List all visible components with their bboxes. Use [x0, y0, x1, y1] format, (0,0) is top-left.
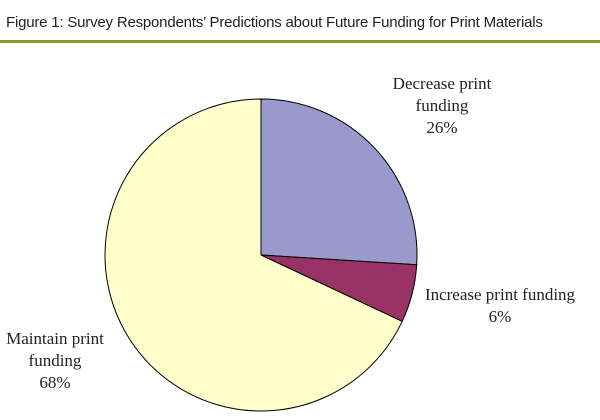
pie-slice-2 [104, 98, 403, 412]
slice-percent-label: 26% [426, 118, 457, 137]
slice-name-label: Decrease print [393, 74, 492, 93]
slice-name-label: Increase print funding [425, 285, 576, 304]
slice-label-2: Maintain print funding 68% [6, 329, 104, 392]
slice-label-0: Decrease print funding 26% [393, 74, 492, 137]
figure-title: Figure 1: Survey Respondents’ Prediction… [6, 14, 543, 31]
pie-slice-0 [260, 98, 418, 266]
slice-label-1: Increase print funding 6% [425, 285, 576, 326]
pie-labels: Decrease print funding 26% Increase print f… [6, 74, 575, 392]
title-rule [0, 40, 600, 43]
slice-percent-label: 68% [39, 373, 70, 392]
slice-percent-label: 6% [489, 307, 512, 326]
pie-slices [104, 98, 418, 412]
slice-name-label: funding [29, 351, 82, 370]
slice-name-label: funding [416, 96, 469, 115]
slice-name-label: Maintain print [6, 329, 104, 348]
